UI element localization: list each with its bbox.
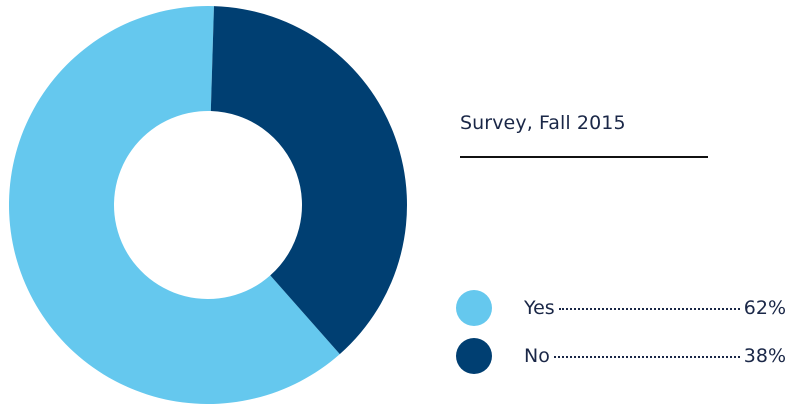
- legend-item-no: No 38%: [456, 332, 786, 380]
- legend-swatch-no: [456, 338, 492, 374]
- legend: Yes 62% No 38%: [456, 284, 786, 380]
- donut-slice-no: [210, 6, 408, 355]
- legend-text-no: No 38%: [524, 345, 786, 367]
- legend-label-yes: Yes: [524, 297, 555, 319]
- legend-label-no: No: [524, 345, 550, 367]
- chart-title-block: Survey, Fall 2015: [460, 112, 708, 158]
- legend-text-yes: Yes 62%: [524, 297, 786, 319]
- chart-title: Survey, Fall 2015: [460, 112, 626, 134]
- title-divider: [460, 156, 708, 158]
- donut-chart: [8, 5, 408, 404]
- legend-swatch-yes: [456, 290, 492, 326]
- legend-leader-dots: [553, 356, 740, 358]
- legend-value-no: 38%: [743, 345, 786, 367]
- legend-item-yes: Yes 62%: [456, 284, 786, 332]
- donut-chart-svg: [8, 5, 408, 404]
- legend-value-yes: 62%: [743, 297, 786, 319]
- donut-slice-yes: [8, 5, 340, 404]
- legend-leader-dots: [558, 308, 740, 310]
